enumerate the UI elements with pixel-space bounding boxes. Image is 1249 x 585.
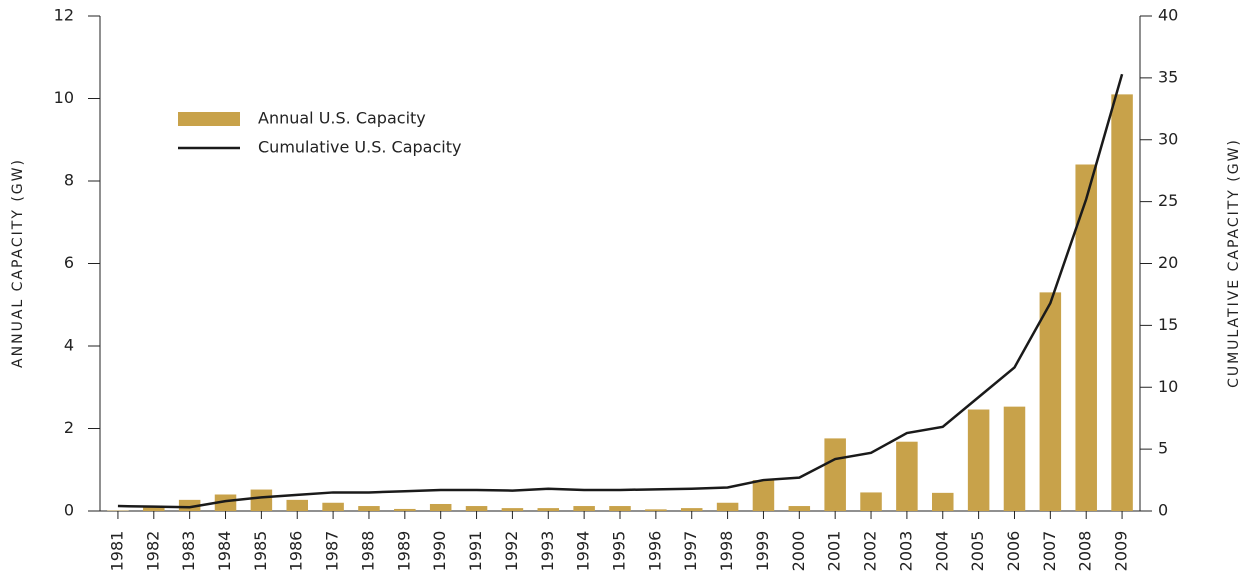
- bar: [717, 503, 739, 511]
- y-tick-label: 0: [64, 501, 74, 520]
- bar: [430, 504, 452, 511]
- x-tick-label: 2003: [896, 531, 915, 572]
- legend-label: Annual U.S. Capacity: [258, 109, 426, 128]
- x-tick-label: 2007: [1040, 531, 1059, 572]
- bar: [466, 506, 488, 511]
- bar: [573, 506, 595, 511]
- bar: [789, 506, 811, 511]
- x-tick-label: 1997: [681, 531, 700, 572]
- y-axis-title: ANNUAL CAPACITY (GW): [10, 158, 26, 368]
- y2-axis-title: CUMULATIVE CAPACITY (GW): [1226, 138, 1242, 388]
- bar: [645, 509, 667, 511]
- y-tick-label: 4: [64, 336, 74, 355]
- x-tick-label: 1984: [215, 531, 234, 572]
- x-tick-label: 2009: [1112, 531, 1131, 572]
- x-tick-label: 1990: [430, 531, 449, 572]
- y2-tick-label: 30: [1158, 129, 1178, 148]
- y2-tick-label: 35: [1158, 67, 1178, 86]
- x-tick-label: 1993: [538, 531, 557, 572]
- y-tick-label: 2: [64, 418, 74, 437]
- y2-tick-label: 20: [1158, 253, 1178, 272]
- y-tick-label: 10: [54, 88, 74, 107]
- y2-tick-label: 15: [1158, 315, 1178, 334]
- y-tick-label: 8: [64, 171, 74, 190]
- bar: [1040, 292, 1062, 511]
- bar: [286, 500, 308, 511]
- bar: [609, 506, 631, 511]
- x-tick-label: 2001: [825, 531, 844, 572]
- bar: [322, 503, 344, 511]
- y2-tick-label: 10: [1158, 377, 1178, 396]
- bar: [1111, 94, 1133, 511]
- x-tick-label: 2002: [861, 531, 880, 572]
- y2-tick-label: 0: [1158, 501, 1168, 520]
- bar: [824, 438, 846, 511]
- bar: [681, 508, 703, 511]
- legend-swatch: [178, 112, 240, 126]
- x-tick-label: 2005: [968, 531, 987, 572]
- x-tick-label: 1983: [179, 531, 198, 572]
- bar: [896, 442, 918, 511]
- bar: [358, 506, 380, 511]
- x-tick-label: 1985: [251, 531, 270, 572]
- x-tick-label: 1989: [394, 531, 413, 572]
- y2-tick-label: 5: [1158, 439, 1168, 458]
- bar: [753, 480, 775, 511]
- x-tick-label: 1981: [107, 531, 126, 572]
- bar: [394, 509, 416, 511]
- bar: [538, 508, 560, 511]
- legend-label: Cumulative U.S. Capacity: [258, 138, 461, 157]
- x-tick-label: 1992: [502, 531, 521, 572]
- x-tick-label: 1996: [645, 531, 664, 572]
- y2-tick-label: 40: [1158, 6, 1178, 25]
- bar: [1004, 407, 1026, 511]
- x-tick-label: 1999: [753, 531, 772, 572]
- x-tick-label: 1988: [358, 531, 377, 572]
- bar: [860, 492, 882, 511]
- x-tick-label: 1998: [717, 531, 736, 572]
- x-tick-label: 1982: [143, 531, 162, 572]
- bar: [1075, 165, 1097, 512]
- bar: [502, 508, 524, 511]
- x-tick-label: 1987: [323, 531, 342, 572]
- x-tick-label: 1986: [287, 531, 306, 572]
- x-tick-label: 1995: [610, 531, 629, 572]
- y-tick-label: 12: [54, 6, 74, 25]
- x-tick-label: 2004: [932, 531, 951, 572]
- y2-tick-label: 25: [1158, 191, 1178, 210]
- x-tick-label: 1991: [466, 531, 485, 572]
- x-tick-label: 2000: [789, 531, 808, 572]
- y-tick-label: 6: [64, 253, 74, 272]
- x-tick-label: 1994: [574, 531, 593, 572]
- bar: [932, 493, 954, 511]
- x-tick-label: 2008: [1076, 531, 1095, 572]
- bar: [968, 410, 990, 511]
- x-tick-label: 2006: [1004, 531, 1023, 572]
- bar: [251, 490, 273, 511]
